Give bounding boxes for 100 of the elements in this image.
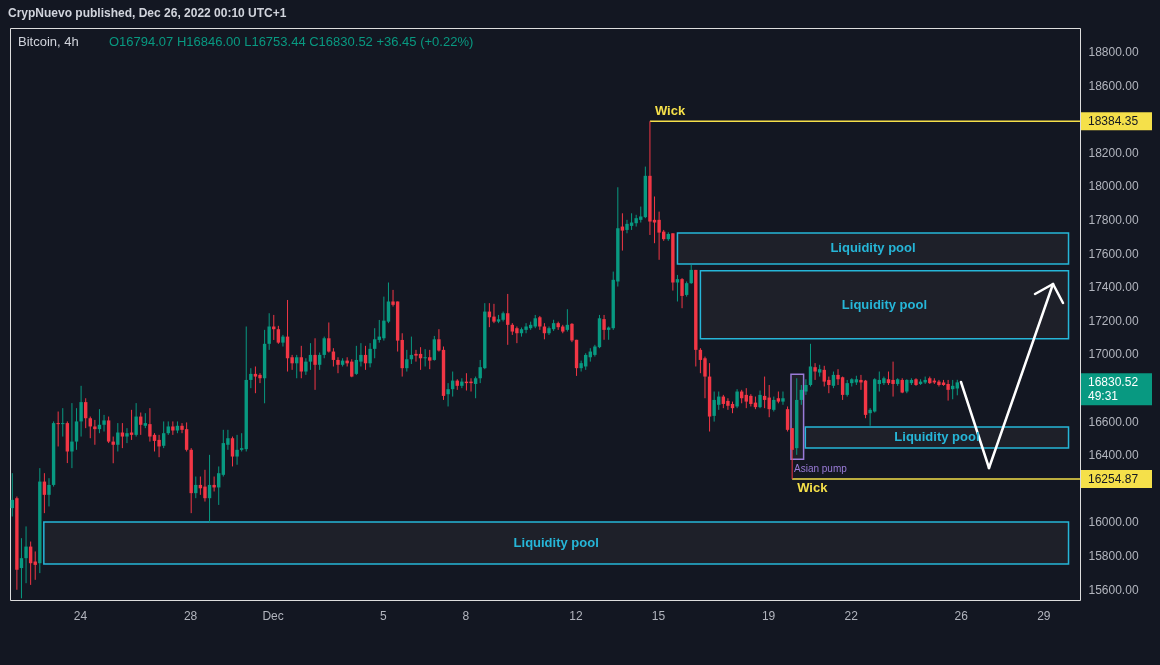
- candlestick: [336, 356, 340, 374]
- candlestick: [570, 322, 574, 343]
- legend-label: Asian pump: [794, 463, 848, 475]
- candlestick: [657, 211, 661, 261]
- candlestick: [148, 407, 152, 443]
- y-tick-label: 18600.00: [1088, 78, 1139, 93]
- candlestick: [423, 348, 427, 367]
- candlestick: [116, 422, 120, 452]
- y-tick-label: 18200.00: [1088, 145, 1139, 160]
- ref-line-label: Wick: [654, 103, 686, 119]
- candlestick: [93, 419, 97, 446]
- candlestick: [428, 349, 432, 370]
- y-tick-label: 18000.00: [1088, 179, 1139, 194]
- candlestick: [249, 367, 253, 389]
- x-tick-label: Dec: [262, 608, 284, 623]
- candlestick: [432, 335, 437, 362]
- x-tick-label: 12: [569, 608, 583, 623]
- legend-label: Liquidity pool: [830, 240, 916, 256]
- candlestick: [281, 334, 285, 348]
- candlestick: [405, 349, 409, 373]
- candlestick: [712, 391, 716, 423]
- y-tick-label: 16830.52: [1088, 375, 1139, 390]
- candlestick: [473, 376, 478, 399]
- candlestick: [235, 434, 239, 466]
- x-tick-label: 5: [379, 608, 387, 623]
- y-tick-label: 16254.87: [1088, 472, 1139, 487]
- text: CrypNuevo published, Dec 26, 2022 00:10 UTC+1: [8, 6, 287, 20]
- candlestick: [492, 303, 496, 324]
- y-tick-label: 16400.00: [1088, 448, 1139, 463]
- x-tick-label: 8: [462, 608, 470, 623]
- candlestick: [47, 477, 51, 507]
- x-tick-label: 26: [954, 608, 969, 623]
- candlestick: [891, 361, 895, 398]
- x-tick-label: 19: [761, 608, 776, 623]
- candlestick: [299, 345, 303, 379]
- chart-subtitle: O16794.07 H16846.00 L16753.44 C16830.52 +36.45 (+0.22%): [109, 34, 474, 49]
- x-tick-label: 28: [183, 608, 198, 623]
- candlestick: [524, 322, 528, 334]
- chart-title: Bitcoin, 4h: [18, 34, 79, 49]
- candlestick: [157, 434, 161, 458]
- x-tick-label: 15: [651, 608, 666, 623]
- y-tick-label: 16600.00: [1088, 414, 1139, 429]
- candlestick: [813, 362, 817, 381]
- candlestick: [675, 274, 680, 302]
- candlestick: [946, 379, 950, 402]
- x-tick-label: 22: [844, 608, 859, 623]
- candlestick: [460, 377, 464, 389]
- candlestick: [368, 342, 372, 368]
- x-tick-label: 29: [1037, 608, 1051, 623]
- candlestick: [327, 321, 331, 354]
- candlestick: [372, 327, 377, 359]
- candlestick: [382, 296, 386, 342]
- y-tick-label: 17200.00: [1088, 313, 1139, 328]
- candlestick: [308, 342, 313, 371]
- candlestick: [230, 436, 235, 467]
- candlestick: [515, 326, 519, 344]
- candlestick: [446, 382, 450, 407]
- text: 49:31: [1088, 389, 1119, 404]
- legend-label: Liquidity pool: [513, 534, 599, 550]
- candlestick: [134, 402, 138, 438]
- legend-label: Liquidity pool: [894, 429, 980, 445]
- candlestick: [239, 432, 244, 452]
- candlestick: [171, 420, 175, 436]
- candlestick: [506, 293, 510, 346]
- candlestick: [61, 407, 65, 438]
- candlestick: [804, 378, 808, 396]
- y-tick-label: 16000.00: [1088, 515, 1139, 530]
- candlestick: [267, 312, 271, 351]
- ref-line-label: Wick: [797, 480, 829, 496]
- candlestick: [125, 427, 129, 444]
- candlestick: [781, 391, 785, 406]
- candlestick: [203, 469, 207, 503]
- candlestick: [253, 366, 258, 394]
- y-tick-label: 17400.00: [1088, 280, 1139, 295]
- candlestick: [106, 416, 111, 444]
- candlestick: [414, 349, 418, 363]
- candlestick: [102, 414, 106, 433]
- candlestick: [726, 397, 730, 411]
- y-tick-label: 18384.35: [1088, 114, 1139, 129]
- candlestick: [74, 407, 79, 451]
- y-tick-label: 17800.00: [1088, 213, 1139, 228]
- candlestick: [313, 337, 317, 391]
- candlestick: [184, 421, 189, 452]
- x-tick-label: 24: [73, 608, 88, 623]
- candlestick: [680, 277, 684, 309]
- candlestick: [735, 388, 739, 409]
- y-tick-label: 17000.00: [1088, 347, 1139, 362]
- y-tick-label: 17600.00: [1088, 246, 1139, 261]
- candlestick: [161, 420, 166, 449]
- candlestick: [808, 343, 813, 387]
- candlestick: [79, 385, 83, 438]
- y-tick-label: 15600.00: [1088, 582, 1139, 597]
- y-tick-label: 18800.00: [1088, 45, 1139, 60]
- candlestick: [625, 219, 629, 234]
- legend-label: Liquidity pool: [841, 296, 928, 312]
- candlestick: [24, 525, 28, 584]
- candlestick: [56, 411, 60, 447]
- candlestick: [602, 314, 606, 341]
- candlestick: [70, 402, 74, 469]
- candlestick: [258, 372, 262, 384]
